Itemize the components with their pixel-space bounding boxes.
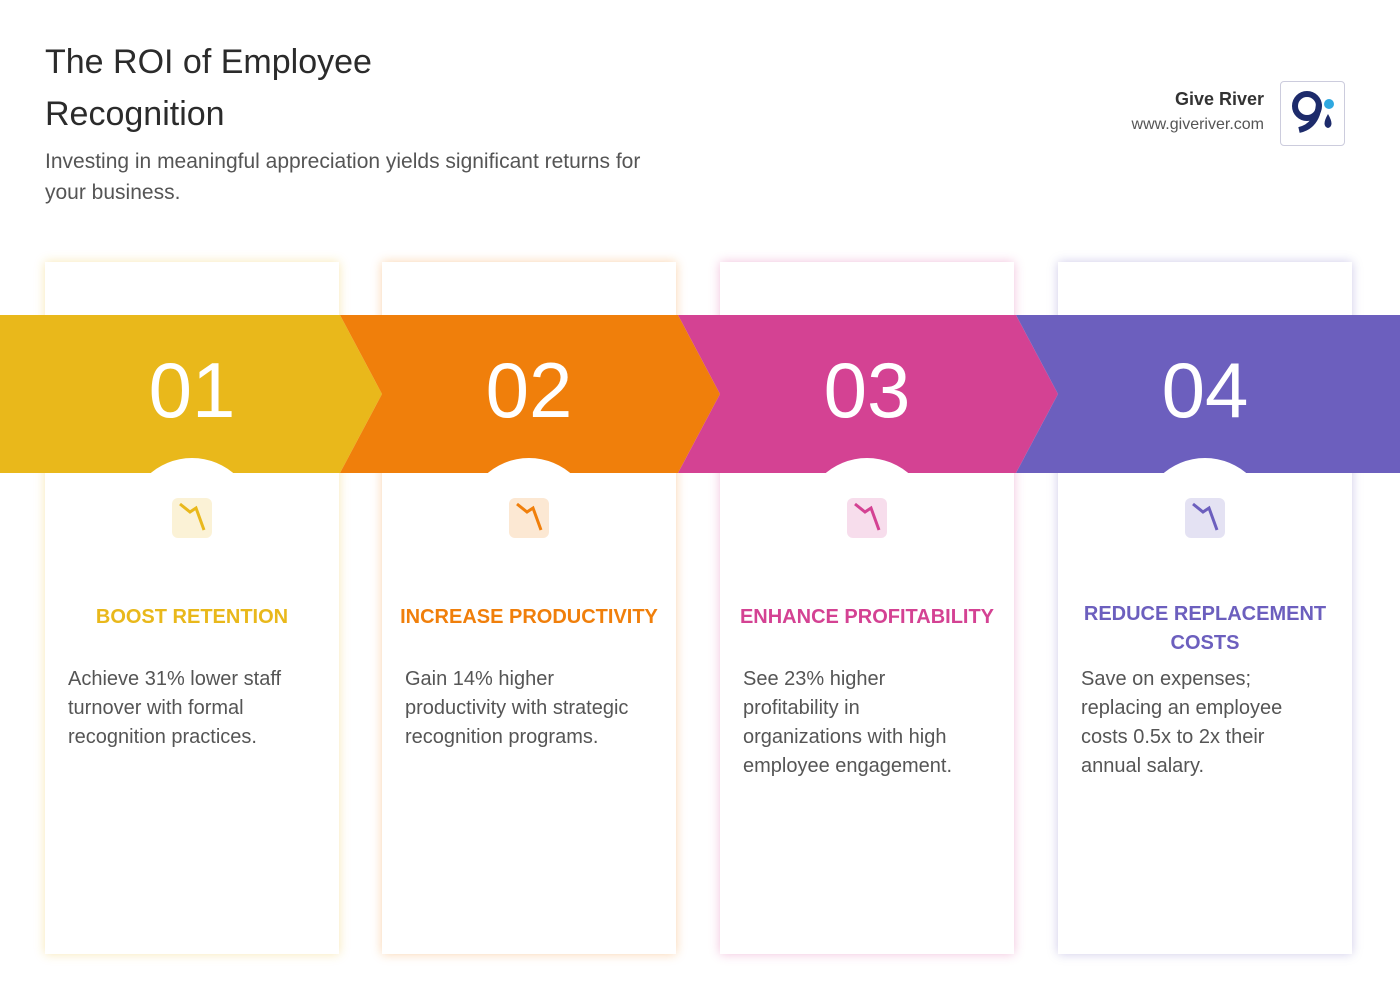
card-title: REDUCE REPLACEMENT COSTS [1083, 603, 1327, 654]
step-number: 02 [485, 346, 573, 434]
step-number: 03 [823, 346, 911, 434]
page-subtitle: Investing in meaningful appreciation yie… [45, 150, 641, 204]
card-title: BOOST RETENTION [95, 605, 289, 628]
brand-name: Give River [1174, 89, 1264, 109]
card-text: See 23% higher profitability in organiza… [743, 668, 953, 777]
card-text: Gain 14% higher productivity with strate… [405, 668, 629, 748]
page-title: The ROI of Employee Recognition [45, 43, 372, 133]
brand-logo [1280, 81, 1345, 146]
card-text: Achieve 31% lower staff turnover with fo… [68, 668, 282, 748]
card-text: Save on expenses; replacing an employee … [1081, 668, 1283, 777]
step-number: 01 [148, 346, 236, 434]
card-title: ENHANCE PROFITABILITY [739, 605, 995, 628]
step-number: 04 [1161, 346, 1249, 434]
card-title: INCREASE PRODUCTIVITY [400, 605, 658, 628]
brand-url: www.giveriver.com [1131, 116, 1264, 133]
